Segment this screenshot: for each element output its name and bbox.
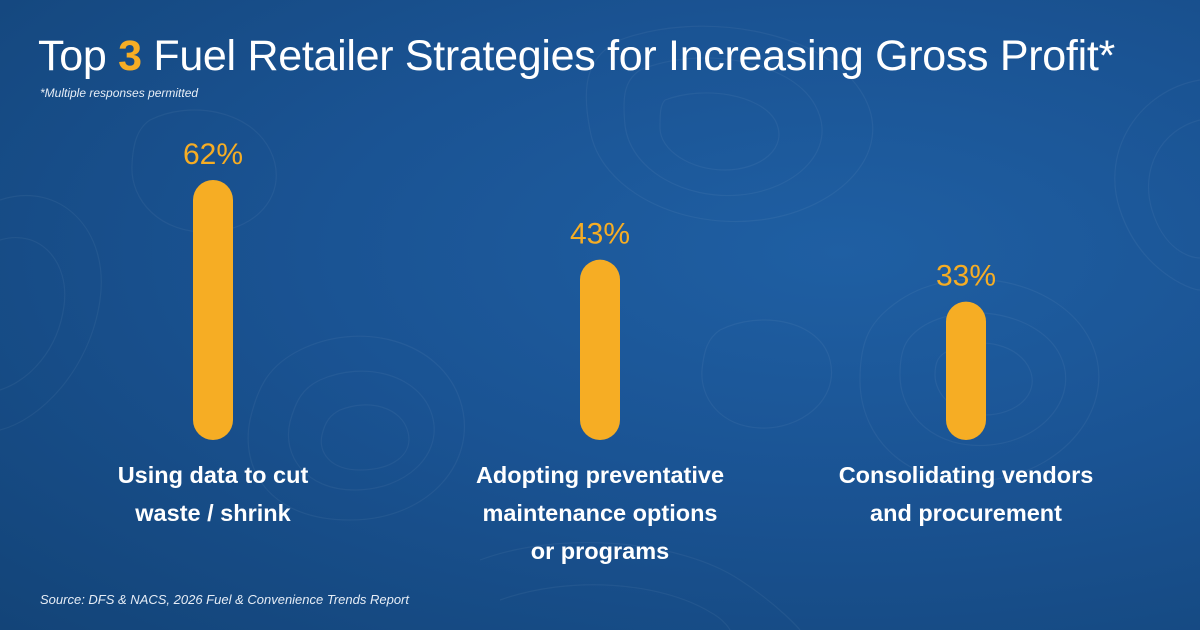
title-suffix: Fuel Retailer Strategies for Increasing … <box>141 32 1115 80</box>
category-label-line: maintenance options <box>482 500 718 526</box>
bar-3 <box>946 301 986 440</box>
footnote-multiple-responses: *Multiple responses permitted <box>40 86 199 100</box>
category-label-line: Consolidating vendors <box>838 462 1094 488</box>
category-label-1: Using data to cut waste / shrink <box>63 456 363 532</box>
chart-title: Top 3 Fuel Retailer Strategies for Incre… <box>38 32 1115 81</box>
value-label-3: 33% <box>936 260 996 293</box>
category-label-line: or programs <box>530 538 670 564</box>
category-label-line: and procurement <box>870 500 1062 526</box>
value-label-2: 43% <box>570 218 630 251</box>
bar-1 <box>193 180 233 440</box>
bar-2 <box>580 259 620 440</box>
category-label-2: Adopting preventative maintenance options… <box>450 456 750 570</box>
title-prefix: Top <box>38 32 119 80</box>
title-highlight-number: 3 <box>118 32 142 80</box>
source-note: Source: DFS & NACS, 2026 Fuel & Convenie… <box>40 592 409 607</box>
category-label-line: waste / shrink <box>135 500 291 526</box>
value-label-1: 62% <box>183 138 243 171</box>
category-label-3: Consolidating vendors and procurement <box>816 456 1116 532</box>
category-label-line: Adopting preventative <box>475 462 725 488</box>
category-label-line: Using data to cut <box>117 462 309 488</box>
